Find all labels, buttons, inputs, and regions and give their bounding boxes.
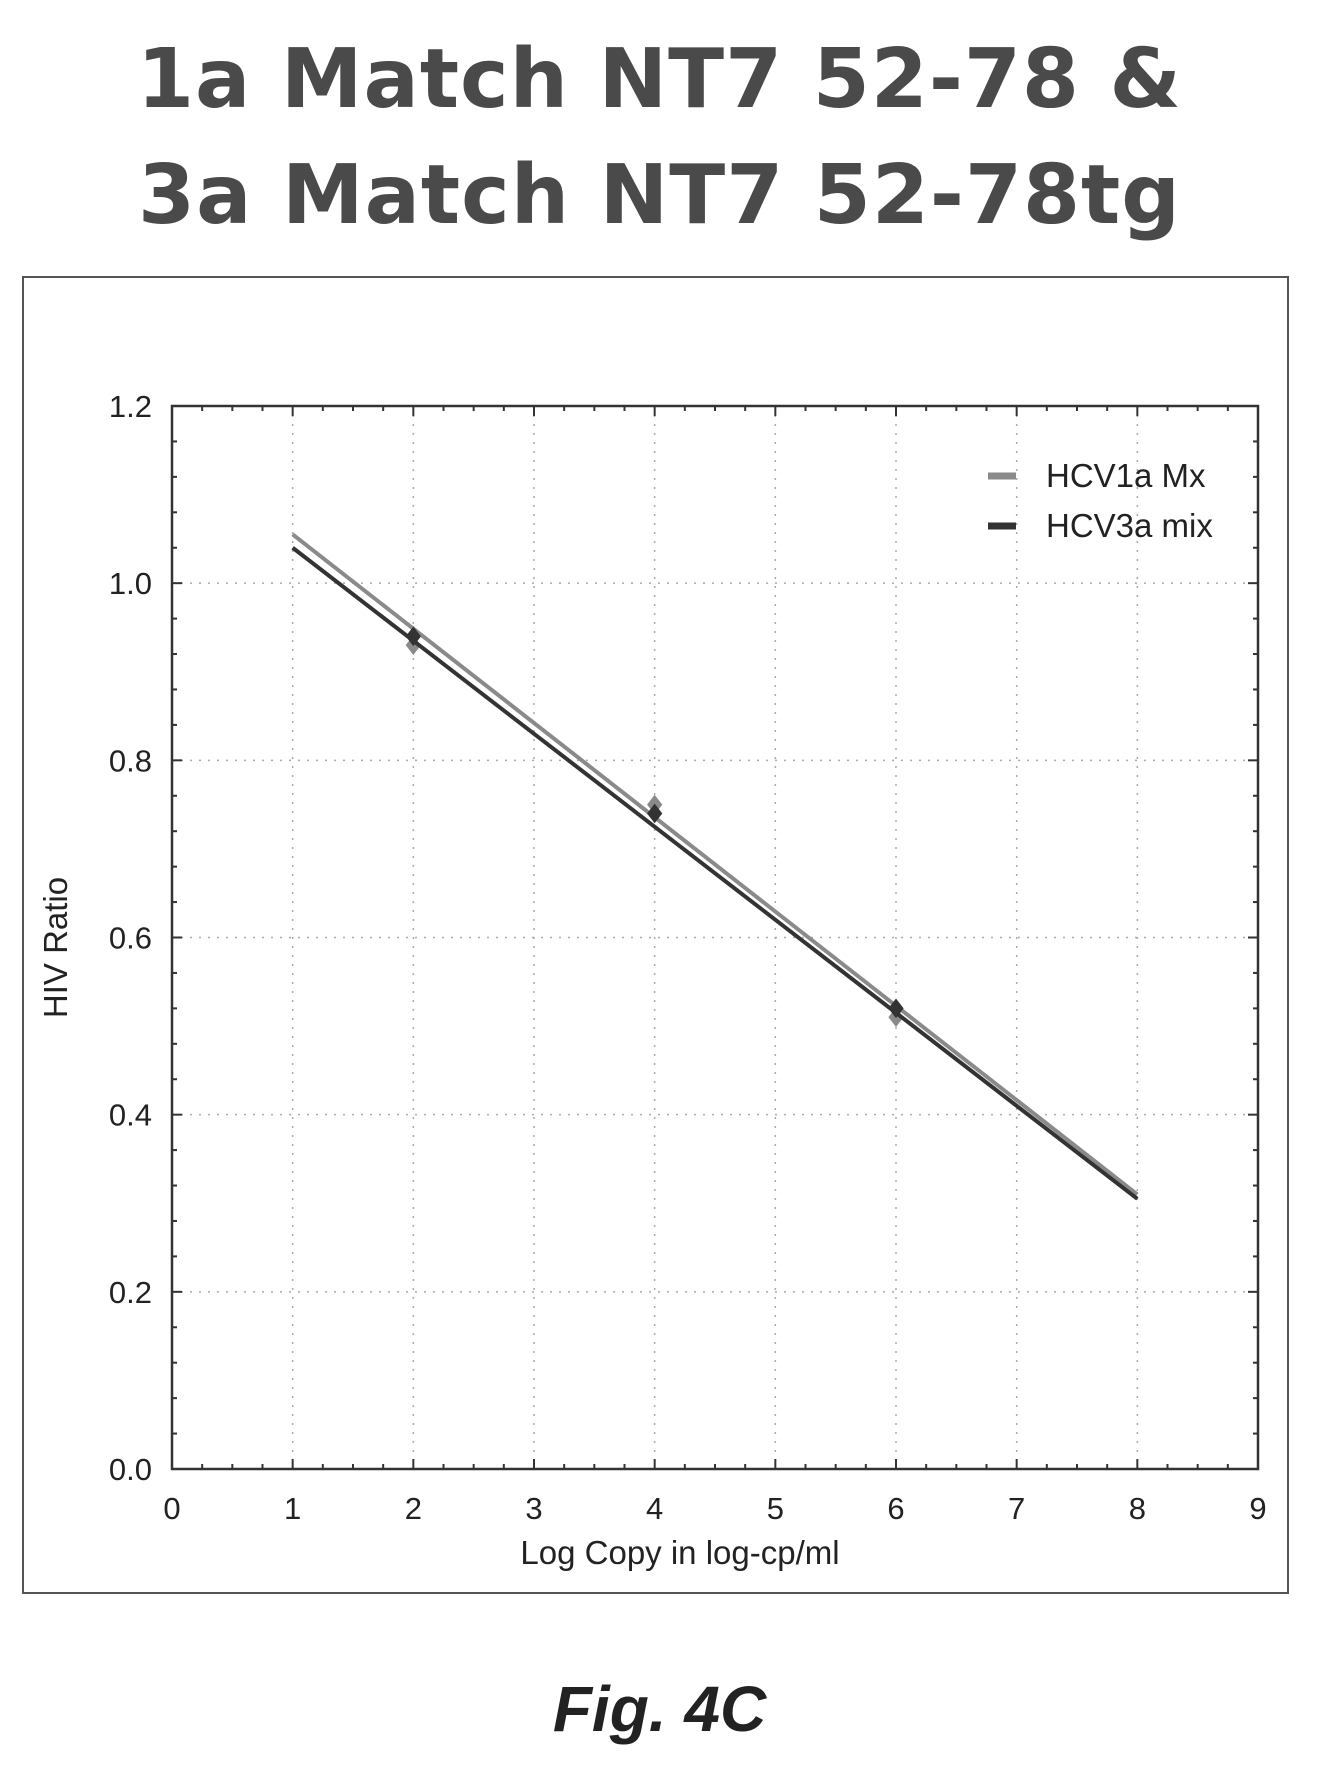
y-axis-label: HIV Ratio	[37, 877, 74, 1018]
y-tick-label: 0.4	[109, 1098, 152, 1133]
x-tick-label: 1	[284, 1491, 301, 1526]
trendline-series-2	[291, 546, 1139, 1201]
chart-title: 1a Match NT7 52-78 & 3a Match NT7 52-78t…	[0, 22, 1319, 254]
data-point-series-2	[888, 998, 904, 1019]
x-tick-label: 8	[1129, 1491, 1146, 1526]
figure-caption: Fig. 4C	[552, 1673, 767, 1745]
x-tick-label: 5	[767, 1491, 784, 1526]
legend-label: HCV3a mix	[1046, 507, 1213, 544]
trendline-series-1	[291, 532, 1139, 1196]
x-tick-label: 7	[1008, 1491, 1025, 1526]
data-point-series-2	[647, 803, 663, 824]
y-tick-label: 0.2	[109, 1275, 152, 1310]
data-point-series-2	[405, 626, 421, 647]
y-tick-label: 1.0	[109, 566, 152, 601]
legend-label: HCV1a Mx	[1046, 457, 1206, 494]
chart-frame	[22, 276, 1289, 1594]
chart-title-line-1: 1a Match NT7 52-78 &	[136, 32, 1183, 127]
x-tick-label: 0	[163, 1491, 180, 1526]
x-tick-label: 4	[646, 1491, 663, 1526]
y-tick-label: 0.0	[109, 1452, 152, 1487]
x-tick-label: 2	[405, 1491, 422, 1526]
x-tick-label: 9	[1249, 1491, 1266, 1526]
y-tick-label: 0.8	[109, 743, 152, 778]
x-axis-label: Log Copy in log-cp/ml	[520, 1534, 839, 1571]
y-tick-label: 0.6	[109, 921, 152, 956]
x-tick-label: 3	[525, 1491, 542, 1526]
y-tick-label: 1.2	[109, 389, 152, 424]
x-tick-label: 6	[887, 1491, 904, 1526]
chart-title-line-2: 3a Match NT7 52-78tg	[138, 148, 1181, 243]
